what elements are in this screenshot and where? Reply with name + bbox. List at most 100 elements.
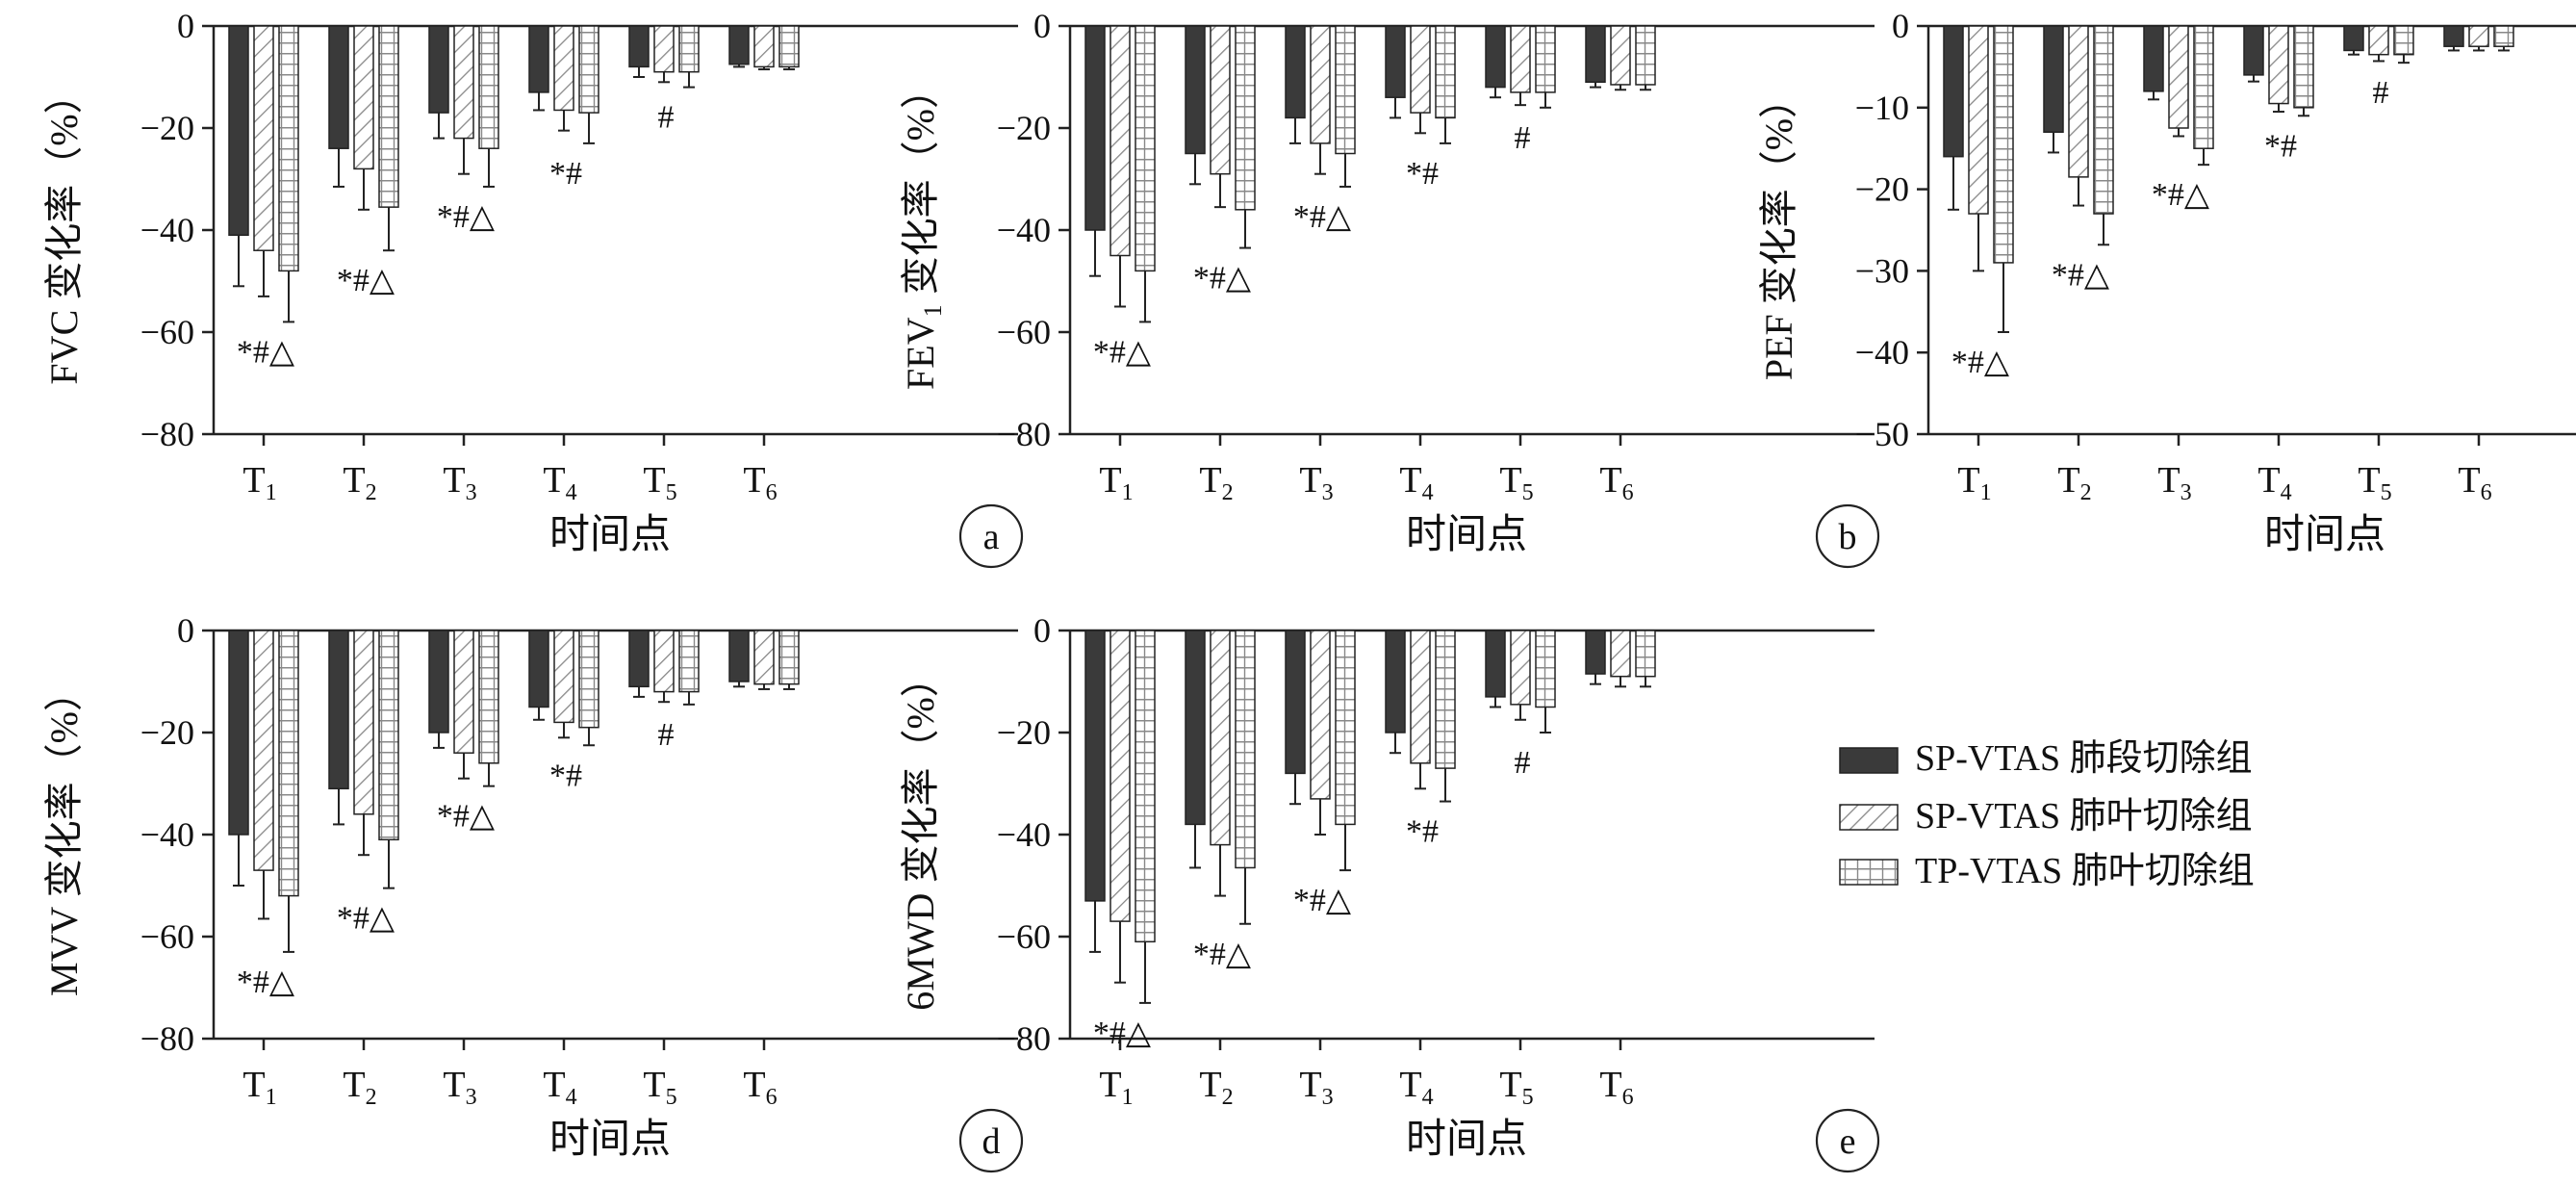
bar	[678, 630, 700, 693]
y-axis-title: PEF 变化率（%）	[1757, 80, 1800, 380]
y-tick-label: 0	[177, 611, 194, 650]
panel-label-circle	[958, 1108, 1024, 1173]
bar	[1535, 25, 1556, 93]
bar	[1968, 25, 1989, 215]
y-tick-label: 0	[1892, 7, 1909, 45]
significance-label: *#△	[1293, 883, 1352, 918]
bar	[778, 630, 800, 685]
y-tick-label: −80	[997, 1019, 1051, 1058]
y-tick-label: −60	[140, 917, 194, 956]
bar	[1335, 630, 1356, 826]
y-tick-label: −80	[140, 415, 194, 453]
bar	[553, 25, 574, 112]
x-tick-label: T3	[1299, 460, 1333, 505]
significance-label: *#△	[437, 799, 496, 835]
bar	[628, 630, 650, 688]
panel-label: a	[983, 517, 1000, 557]
legend-swatch-solid	[1839, 747, 1899, 774]
x-tick-label: T6	[1599, 1065, 1633, 1110]
bar	[253, 630, 274, 871]
bar	[753, 25, 775, 68]
bar	[1385, 630, 1406, 734]
panel-label-circle	[1815, 1108, 1880, 1173]
bar	[2168, 25, 2189, 129]
bar	[378, 25, 399, 208]
significance-label: *#	[549, 758, 582, 793]
bar	[328, 630, 349, 790]
panel-label: d	[982, 1121, 1001, 1162]
y-tick-label: −40	[1855, 333, 1909, 372]
bar	[2268, 25, 2289, 105]
chart-panel-e: 0 −20 −40 −60 −80 6MWD 变化率（%） T1 T2 T3 T4 T5 T6 *#△ *…	[899, 611, 1880, 1173]
bar	[578, 25, 599, 114]
bar	[428, 25, 449, 114]
bar	[628, 25, 650, 68]
panel-label-circle	[1815, 503, 1880, 569]
x-tick-label: T3	[443, 1065, 476, 1110]
bar	[2468, 25, 2489, 47]
bar	[378, 630, 399, 841]
bar	[1210, 630, 1231, 846]
x-tick-label: T4	[1399, 460, 1433, 505]
legend: SP-VTAS 肺段切除组 SP-VTAS 肺叶切除组 TP-VTAS 肺叶切除…	[1839, 738, 2255, 891]
bar	[553, 630, 574, 724]
x-tick-label: T1	[1099, 1065, 1133, 1110]
y-tick-label: −20	[140, 109, 194, 147]
x-tick-label: T5	[643, 1065, 676, 1110]
x-tick-label: T6	[743, 1065, 777, 1110]
x-tick-label: T5	[643, 460, 676, 505]
significance-label: *#△	[237, 334, 295, 370]
chart-panel-c: 0 −10 −20 −30 −40 −50 PEF 变化率（%） T1 T2 T3 T4 T5 T6 *#…	[1757, 7, 2576, 557]
bar	[1385, 25, 1406, 98]
significance-label: *#△	[337, 901, 395, 937]
significance-label: *#	[1406, 156, 1439, 192]
bar	[328, 25, 349, 149]
legend-label: SP-VTAS 肺段切除组	[1915, 738, 2253, 779]
y-tick-label: −10	[1855, 89, 1909, 127]
chart-panel-d: 0 −20 −40 −60 −80 MVV 变化率（%） T1 T2 T3 T4 T5 T6 *#△ *#…	[42, 611, 1024, 1173]
chart-panel-a: 0 −20 −40 −60 −80 FVC 变化率（%） T1 T2 T3 T4 T5 T6 *#△ *#…	[42, 7, 1024, 569]
bar	[1635, 25, 1656, 86]
x-tick-label: T2	[343, 460, 376, 505]
bar	[278, 630, 299, 897]
x-tick-label: T6	[743, 460, 777, 505]
bar	[1210, 25, 1231, 175]
x-tick-label: T4	[1399, 1065, 1433, 1110]
x-axis-title: 时间点	[1406, 513, 1527, 557]
bar	[428, 630, 449, 734]
x-tick-label: T3	[443, 460, 476, 505]
bar	[228, 630, 249, 836]
bar	[1135, 630, 1156, 943]
x-tick-label: T2	[1199, 460, 1233, 505]
significance-label: *#△	[1951, 345, 2010, 380]
bar	[2193, 25, 2214, 149]
bar	[1635, 630, 1656, 678]
bar	[228, 25, 249, 237]
bar	[1410, 25, 1431, 114]
bar	[2493, 25, 2514, 47]
bar	[728, 25, 750, 65]
legend-label: SP-VTAS 肺叶切除组	[1915, 796, 2253, 837]
significance-label: #	[658, 100, 675, 136]
bar	[478, 630, 499, 764]
significance-label: *#△	[237, 965, 295, 1000]
bar	[1335, 25, 1356, 155]
chart-panel-b: 0 −20 −40 −60 −80 FEV1 变化率（%） T1 T2 T3 T4 T5 T6 *#△ *…	[899, 7, 1880, 569]
y-tick-label: −20	[140, 713, 194, 752]
x-tick-label: T1	[242, 460, 276, 505]
panel-label-circle	[958, 503, 1024, 569]
x-tick-label: T3	[1299, 1065, 1333, 1110]
x-tick-label: T4	[543, 1065, 576, 1110]
x-tick-label: T5	[1499, 1065, 1533, 1110]
significance-label: #	[658, 717, 675, 753]
x-axis-title: 时间点	[549, 513, 671, 557]
legend-label: TP-VTAS 肺叶切除组	[1915, 851, 2255, 891]
y-tick-label: −20	[997, 109, 1051, 147]
x-tick-label: T2	[2057, 460, 2091, 505]
bar	[753, 630, 775, 685]
bar	[2368, 25, 2389, 56]
legend-entry: SP-VTAS 肺段切除组	[1839, 738, 2253, 779]
significance-label: #	[1515, 745, 1531, 781]
